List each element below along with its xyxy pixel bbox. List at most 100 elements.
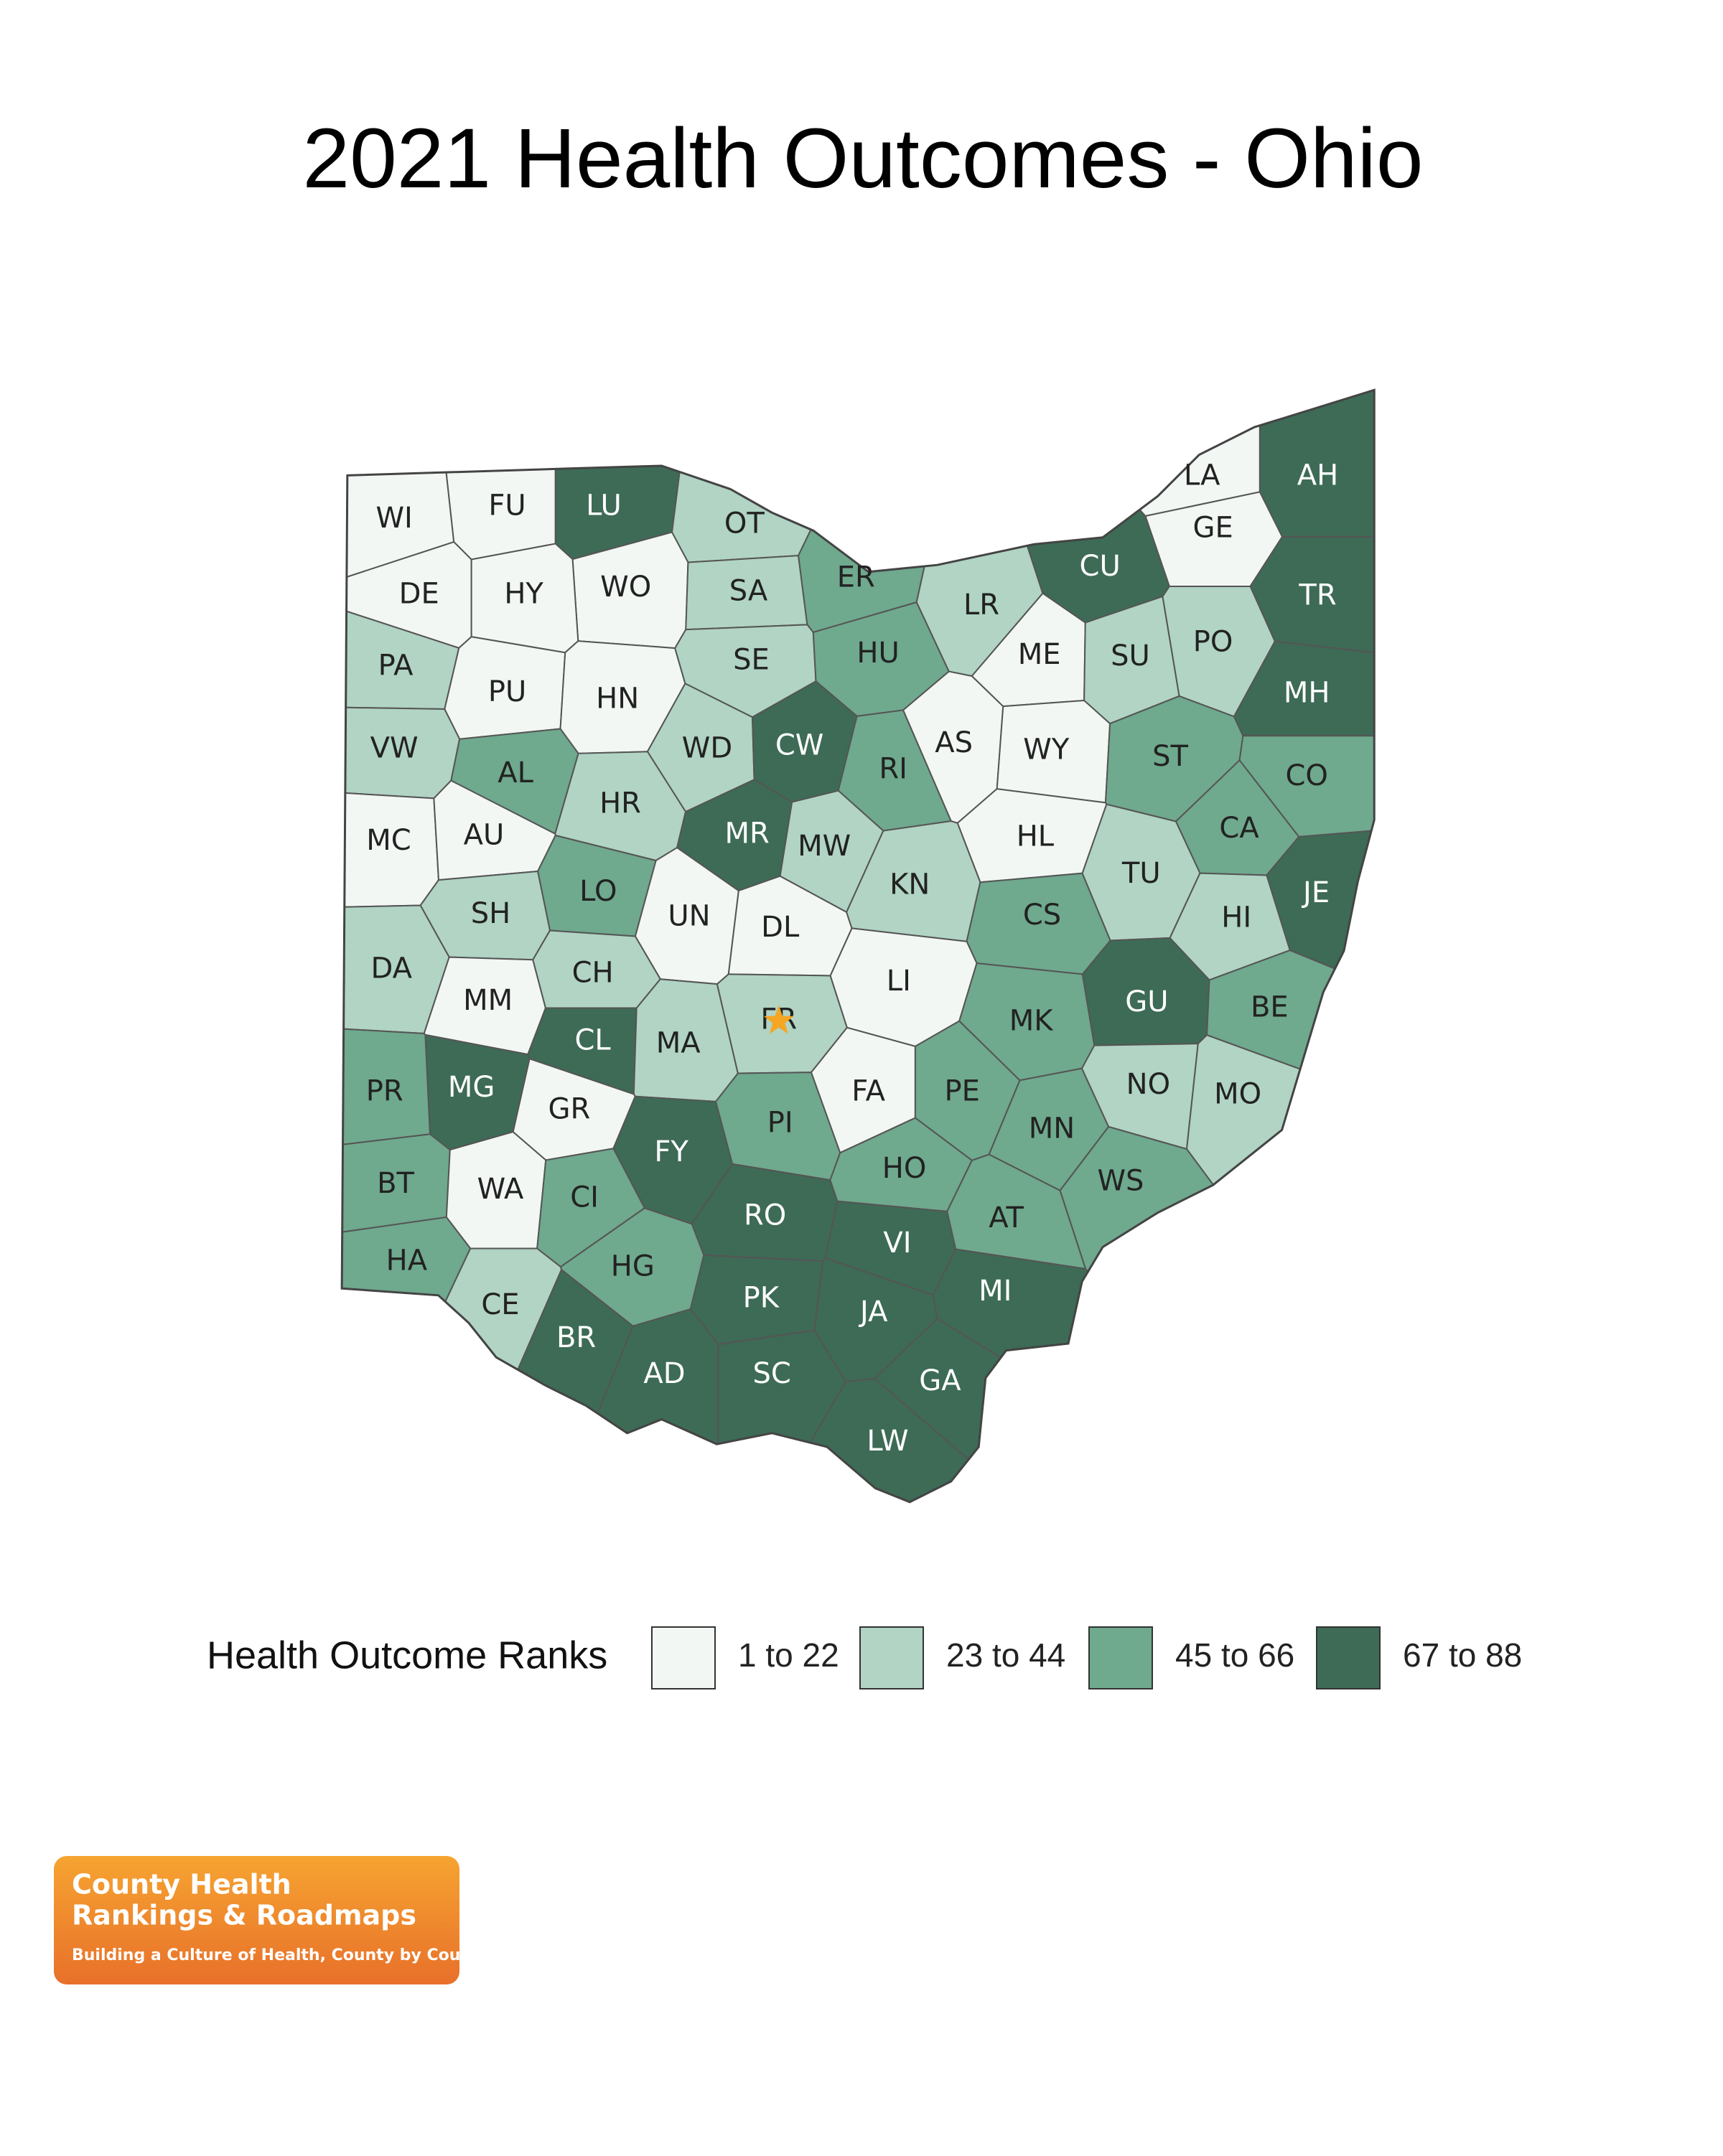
- county: [342, 704, 461, 800]
- county-label: HG: [611, 1250, 655, 1283]
- county-label: MO: [1214, 1077, 1261, 1110]
- legend-swatch: [1316, 1626, 1381, 1689]
- county-label: LR: [963, 589, 999, 622]
- county-label: LW: [867, 1425, 908, 1458]
- logo: County Health Rankings & Roadmaps Buildi…: [54, 1856, 490, 1984]
- county-labels: WI FU LU OT WO DE HY SA ER LR CU LA GE AH TR PA PU HN SE HU…: [366, 459, 1339, 1458]
- legend-label: 23 to 44: [946, 1636, 1065, 1674]
- county: [342, 904, 450, 1034]
- county-label: PA: [378, 649, 414, 682]
- county-label: LU: [586, 489, 622, 522]
- county-label: RO: [744, 1199, 786, 1232]
- county-label: MC: [366, 824, 411, 857]
- county-label: ST: [1152, 740, 1188, 773]
- county-label: SA: [729, 575, 768, 608]
- county-label: FU: [488, 489, 526, 522]
- legend-swatch: [651, 1626, 716, 1689]
- county: [671, 390, 935, 563]
- logo-line: Rankings & Roadmaps: [72, 1900, 416, 1931]
- county-label: SC: [753, 1357, 791, 1390]
- county-label: WD: [682, 731, 732, 764]
- county-label: RI: [879, 752, 907, 785]
- logo-badge: [54, 1856, 459, 1984]
- legend-swatch: [1088, 1626, 1153, 1689]
- county-label: HL: [1017, 820, 1055, 853]
- county: [1259, 390, 1375, 538]
- county-label: WO: [600, 571, 651, 604]
- county-label: CA: [1219, 812, 1259, 845]
- legend-label: 1 to 22: [738, 1636, 839, 1674]
- county-label: FY: [654, 1135, 688, 1168]
- county-label: HO: [882, 1152, 927, 1185]
- county-label: HA: [386, 1245, 428, 1278]
- county-label: HY: [504, 577, 543, 610]
- county-label: SU: [1111, 639, 1150, 672]
- county-label: BE: [1251, 990, 1289, 1023]
- county-label: TR: [1298, 578, 1336, 611]
- county-label: GU: [1125, 985, 1168, 1018]
- county-label: JE: [1301, 876, 1330, 909]
- county-label: KN: [889, 868, 930, 901]
- county: [342, 1247, 563, 1502]
- county-label: JA: [858, 1295, 888, 1328]
- county-label: MW: [798, 830, 851, 863]
- county-label: WI: [375, 502, 412, 535]
- county-label: MG: [448, 1071, 495, 1104]
- legend-label: 45 to 66: [1175, 1636, 1294, 1674]
- county-label: AD: [643, 1357, 685, 1390]
- county-label: WS: [1097, 1164, 1144, 1197]
- county-label: BT: [377, 1167, 414, 1200]
- county-label: GA: [919, 1364, 961, 1397]
- county-label: CH: [572, 956, 614, 989]
- capital-star: [763, 1005, 794, 1034]
- legend-swatch: [859, 1626, 924, 1689]
- county-label: CE: [481, 1288, 519, 1321]
- county-label: CL: [574, 1024, 611, 1057]
- county-label: AU: [464, 818, 505, 851]
- county-label: LI: [887, 965, 911, 998]
- county-label: WA: [477, 1173, 524, 1206]
- county-label: SH: [471, 897, 510, 930]
- county: [342, 390, 455, 596]
- county-label: AH: [1297, 459, 1338, 492]
- county-label: AS: [935, 726, 973, 759]
- county-label: MM: [463, 984, 513, 1017]
- county-label: PK: [743, 1282, 780, 1315]
- county-label: MH: [1284, 677, 1330, 710]
- title: 2021 Health Outcomes - Ohio: [302, 111, 1423, 206]
- county-label: TU: [1121, 857, 1161, 890]
- county-label: MA: [656, 1026, 701, 1059]
- county-label: MI: [979, 1275, 1012, 1308]
- county-label: VI: [883, 1227, 911, 1260]
- county: [726, 1377, 1116, 1502]
- county: [1185, 1034, 1375, 1502]
- county-label: PR: [366, 1075, 403, 1108]
- county-label: AT: [989, 1201, 1024, 1234]
- legend: 1 to 22 23 to 44 45 to 66 67 to 88: [651, 1626, 1522, 1689]
- county-label: UN: [668, 900, 710, 933]
- county-label: WY: [1023, 733, 1070, 766]
- county-label: ER: [837, 561, 875, 594]
- state-outline: [340, 388, 1376, 1504]
- county-label: LO: [579, 875, 617, 908]
- county-label: GR: [548, 1093, 591, 1126]
- county-label: ME: [1018, 638, 1061, 671]
- county-label: DA: [371, 952, 413, 985]
- county-label: HU: [856, 637, 899, 670]
- county-label: HN: [596, 682, 639, 715]
- logo-line: County Health: [72, 1869, 291, 1900]
- county-label: PU: [488, 675, 526, 708]
- county-label: HR: [599, 787, 641, 820]
- county-label: CI: [570, 1181, 599, 1214]
- county-label: AL: [498, 756, 533, 789]
- county-label: CU: [1080, 550, 1121, 583]
- county-label: PO: [1193, 626, 1233, 659]
- county-label: DL: [761, 911, 800, 944]
- county-label: FA: [851, 1075, 885, 1108]
- county: [342, 1216, 472, 1502]
- county-label: MN: [1029, 1112, 1075, 1145]
- county-label: DE: [399, 577, 439, 610]
- legend-label: 67 to 88: [1403, 1636, 1522, 1674]
